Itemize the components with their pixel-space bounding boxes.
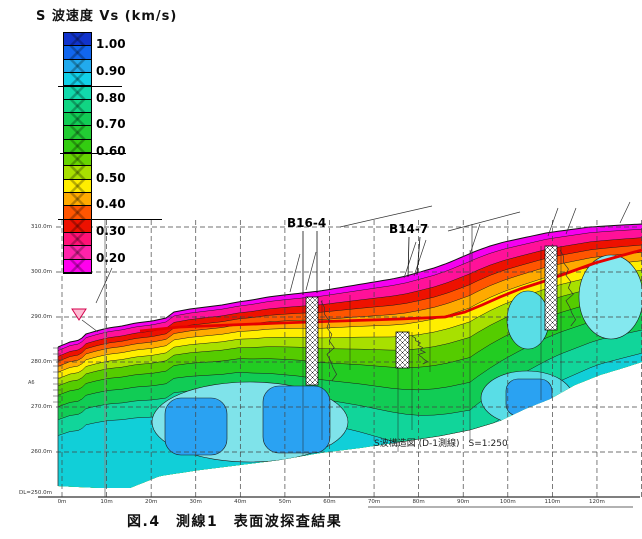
distance-label: 10m [100, 499, 113, 505]
velocity-color-scale [63, 32, 92, 274]
legend-tick-label: 0.80 [96, 90, 126, 105]
distance-label: 110m [544, 499, 561, 505]
legend-cell-16 [64, 246, 91, 260]
contour-line [57, 310, 642, 407]
distance-label: 20m [144, 499, 158, 505]
legend-boundary-marker [58, 219, 162, 220]
legend-tick-label: 0.50 [96, 170, 126, 185]
legend-boundary-marker [58, 86, 122, 87]
legend-cell-14 [64, 219, 91, 233]
legend-cell-17 [64, 259, 91, 273]
legend-cell-15 [64, 232, 91, 247]
velocity-lens [578, 254, 642, 340]
elevation-label: DL=250.0m [18, 490, 52, 496]
contour-line [57, 329, 642, 420]
label-leader-line [407, 236, 410, 278]
velocity-lens [262, 385, 331, 454]
annotation-tick-line [339, 205, 433, 228]
borehole-label-b16-4: B16-4 [287, 216, 327, 230]
legend-cell-9 [64, 152, 91, 167]
distance-label: 80m [412, 499, 425, 505]
n-value-curve [559, 249, 577, 327]
structure-map-label: S波構造図 (D-1測線) S=1:250 [374, 439, 508, 449]
legend-cell-7 [64, 126, 91, 140]
n-value-curve [320, 300, 338, 382]
legend-title: S 波速度 Vs (km/s) [36, 9, 178, 24]
borehole-column-2 [544, 245, 558, 331]
velocity-lens [506, 290, 550, 350]
distance-label: 90m [457, 499, 470, 505]
survey-marker-triangle [71, 308, 87, 321]
legend-cell-0 [64, 33, 91, 47]
elevation-label: 270.0m [30, 404, 52, 410]
legend-tick-label: 0.90 [96, 64, 126, 78]
borehole-column-B16-4 [305, 296, 319, 386]
legend-tick-label: 0.40 [96, 197, 126, 212]
annotation-tick-line [305, 251, 317, 291]
figure-caption: 図.4 測線1 表面波探査結果 [127, 514, 343, 530]
annotation-tick-line [403, 241, 417, 279]
legend-cell-8 [64, 139, 91, 153]
elevation-label: 280.0m [30, 359, 52, 365]
legend-cell-10 [64, 166, 91, 180]
distance-label: 50m [278, 499, 292, 505]
legend-cell-3 [64, 72, 91, 87]
legend-boundary-marker [60, 153, 126, 154]
elevation-label: 300.0m [30, 269, 52, 275]
distance-label: 60m [323, 499, 336, 505]
borehole-label-b14-7: B14-7 [389, 222, 429, 236]
annotation-tick-line [619, 201, 631, 224]
legend-cell-11 [64, 179, 91, 193]
distance-label: 40m [234, 499, 247, 505]
n-value-curve [411, 335, 429, 365]
legend-cell-2 [64, 59, 91, 73]
annotation-tick-line [469, 223, 481, 255]
legend-tick-label: 0.70 [96, 117, 126, 132]
annotation-tick-line [447, 211, 521, 232]
annotation-tick-line [289, 253, 301, 293]
annotation-tick-line [565, 207, 577, 235]
distance-label: 100m [499, 499, 516, 505]
distance-label: 70m [367, 499, 381, 505]
annotation-tick-line [413, 239, 427, 277]
survey-marker-leader [81, 319, 99, 333]
label-leader-line [416, 236, 421, 276]
annotation-tick-line [547, 207, 559, 237]
distance-label: 30m [189, 499, 202, 505]
annotation-tick-line [95, 267, 113, 304]
legend-tick-label: 0.20 [96, 250, 126, 265]
legend-cell-13 [64, 206, 91, 220]
legend-cell-12 [64, 192, 91, 207]
borehole-column-B14-7 [395, 331, 410, 369]
legend-cell-6 [64, 112, 91, 127]
distance-label: 0m [57, 499, 67, 505]
legend-cell-4 [64, 86, 91, 100]
legend-tick-label: 0.30 [96, 224, 126, 238]
legend-cell-1 [64, 46, 91, 60]
left-edge-mark: A6 [28, 380, 35, 386]
elevation-label: 310.0m [30, 224, 52, 230]
red-boundary-line [139, 248, 642, 333]
contour-line [57, 229, 642, 351]
distance-label: 120m [589, 499, 605, 505]
elevation-label: 260.0m [30, 449, 52, 455]
velocity-lens [505, 378, 553, 417]
ground-surface-line [57, 223, 642, 348]
elevation-label: 290.0m [30, 314, 52, 320]
legend-tick-label: 0.60 [96, 144, 126, 158]
legend-tick-label: 1.00 [96, 37, 126, 52]
legend-cell-5 [64, 99, 91, 113]
